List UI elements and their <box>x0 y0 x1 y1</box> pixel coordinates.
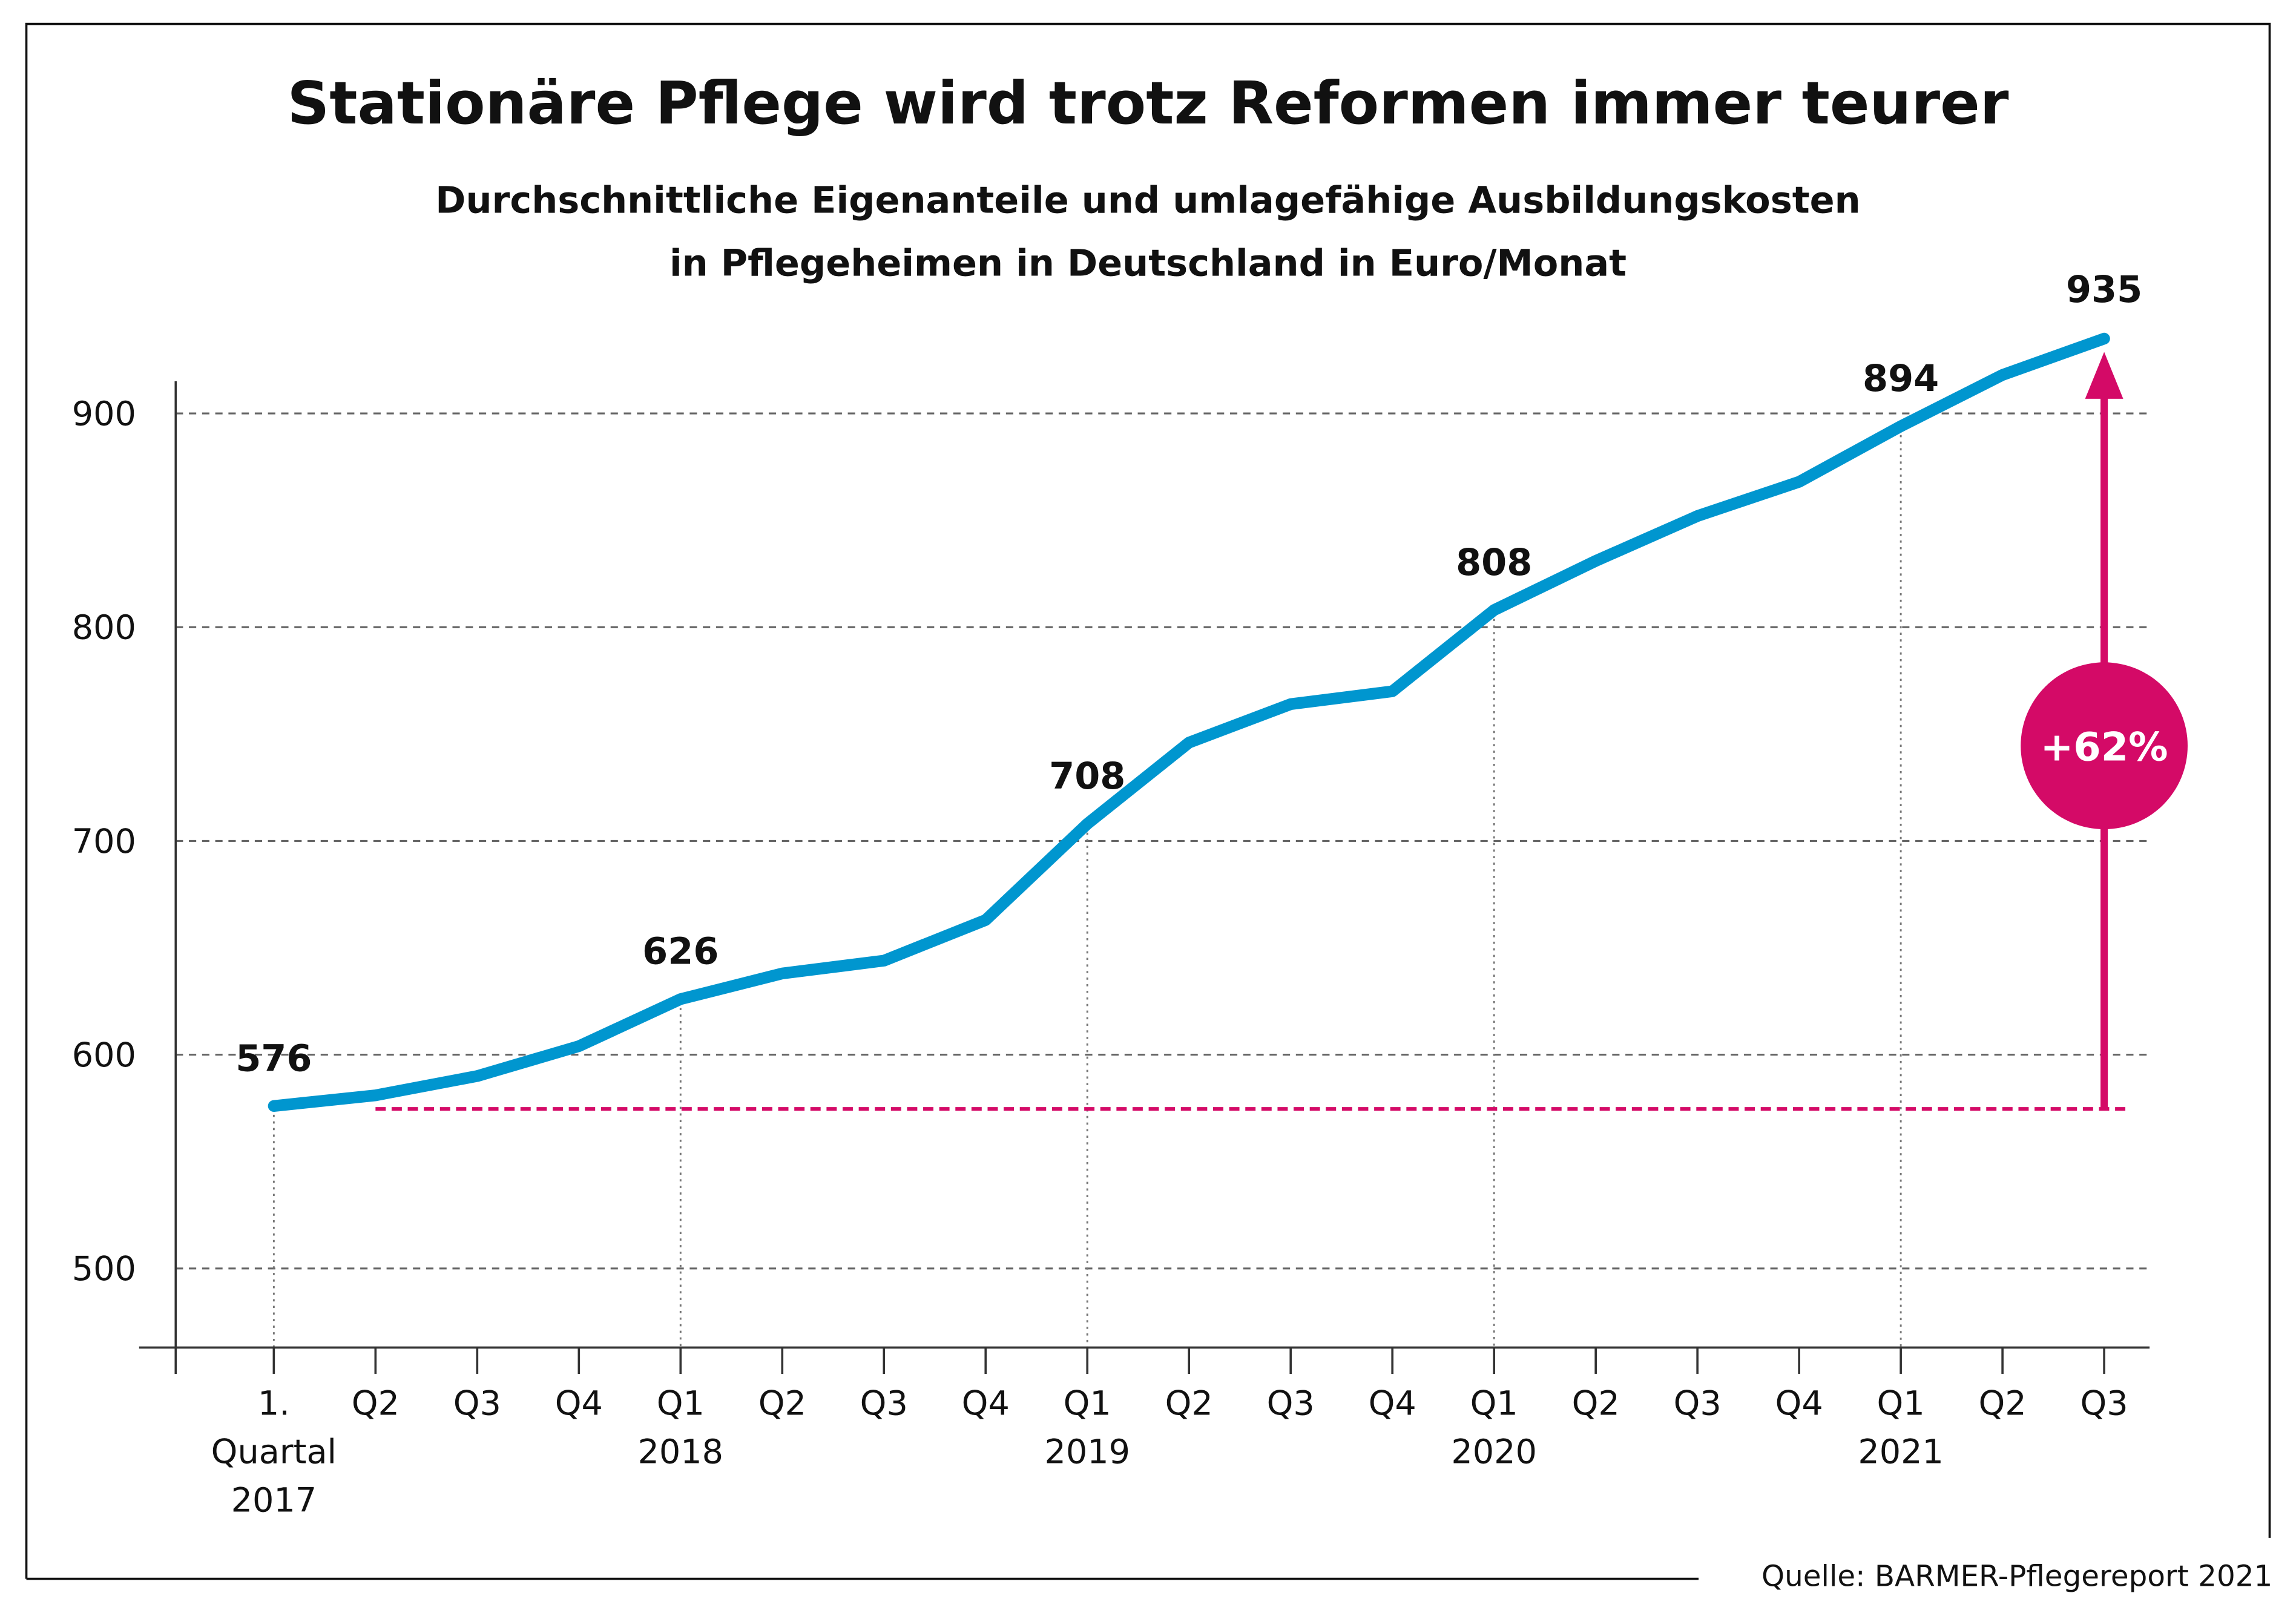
y-tick-label-500: 500 <box>72 1249 136 1289</box>
x-tick-label: Q1 <box>1470 1384 1518 1424</box>
x-tick-label: Q4 <box>555 1384 603 1424</box>
x-tick-label: 2019 <box>1044 1433 1130 1472</box>
series-line <box>268 332 2110 1112</box>
x-tick-label: 1. <box>258 1384 290 1424</box>
x-tick-label: Q1 <box>1064 1384 1111 1424</box>
data-label-576: 576 <box>235 1037 312 1080</box>
x-tick-label: Q2 <box>1979 1384 2027 1424</box>
x-tick-label: Q3 <box>453 1384 501 1424</box>
x-tick-label: Q4 <box>1775 1384 1823 1424</box>
data-label-808: 808 <box>1456 542 1532 584</box>
x-tick-label: 2020 <box>1451 1433 1537 1472</box>
data-label-935: 935 <box>2066 269 2142 311</box>
y-tick-label-800: 800 <box>72 608 136 648</box>
x-tick-label: 2017 <box>231 1480 317 1520</box>
x-tick-label: Q3 <box>1267 1384 1315 1424</box>
chart-subtitle-line-2: in Pflegeheimen in Deutschland in Euro/M… <box>669 243 1627 285</box>
y-tick-label-600: 600 <box>72 1036 136 1075</box>
x-tick-label: 2018 <box>638 1433 724 1472</box>
x-tick-label: Q3 <box>1674 1384 1722 1424</box>
x-tick-label: Q2 <box>1165 1384 1213 1424</box>
x-tick-label: Q2 <box>1572 1384 1620 1424</box>
y-tick-label-700: 700 <box>72 822 136 861</box>
increase-arrow-head-icon <box>2085 352 2123 399</box>
chart-title: Stationäre Pflege wird trotz Reformen im… <box>288 69 2009 137</box>
frame <box>25 22 2271 1580</box>
x-tick-label: Q3 <box>860 1384 908 1424</box>
x-tick-label: 2021 <box>1858 1433 1944 1472</box>
x-tick-label: Q2 <box>352 1384 400 1424</box>
x-tick-label: Q3 <box>2081 1384 2128 1424</box>
x-tick-label: Quartal <box>211 1433 337 1472</box>
source-note: Quelle: BARMER-Pflegereport 2021 <box>1761 1560 2272 1594</box>
x-tick-label: Q4 <box>1369 1384 1416 1424</box>
x-tick-label: Q1 <box>1877 1384 1925 1424</box>
x-tick-label: Q1 <box>657 1384 705 1424</box>
increase-badge-label: +62% <box>2041 724 2168 770</box>
x-tick-label: Q4 <box>962 1384 1010 1424</box>
data-label-626: 626 <box>642 931 719 973</box>
increase-badge <box>2021 662 2188 830</box>
data-label-894: 894 <box>1863 358 1939 400</box>
y-tick-label-900: 900 <box>72 394 136 433</box>
x-tick-label: Q2 <box>758 1384 806 1424</box>
chart-subtitle-line-1: Durchschnittliche Eigenanteile und umlag… <box>435 180 1860 222</box>
data-label-708: 708 <box>1049 755 1125 798</box>
